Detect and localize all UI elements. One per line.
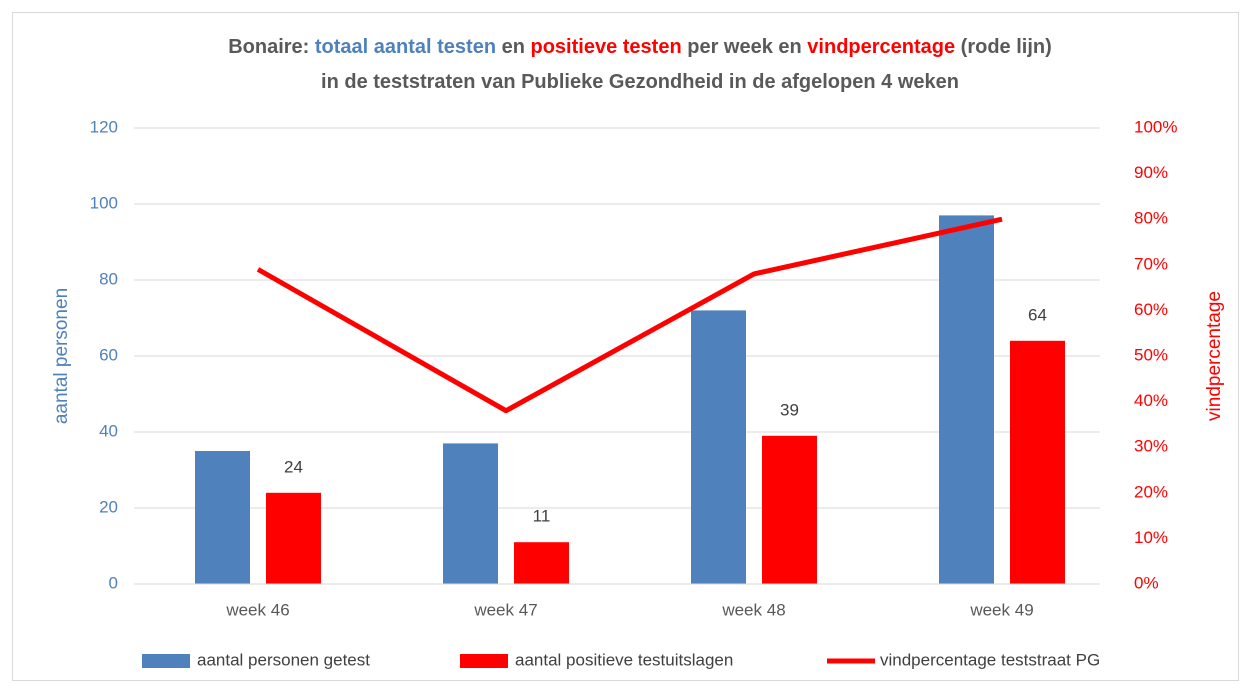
chart-title: in de teststraten van Publieke Gezondhei…: [321, 71, 959, 93]
y2-tick-label: 100%: [1134, 117, 1177, 136]
y2-tick-label: 10%: [1134, 528, 1168, 547]
y2-tick-label: 60%: [1134, 300, 1168, 319]
legend-label: aantal personen getest: [197, 650, 370, 669]
legend-swatch: [142, 654, 190, 668]
y2-tick-label: 30%: [1134, 437, 1168, 456]
legend-swatch: [460, 654, 508, 668]
y-axis-label: aantal personen: [51, 288, 72, 424]
y2-tick-label: 90%: [1134, 163, 1168, 182]
y-tick-label: 80: [99, 269, 118, 288]
y2-tick-label: 80%: [1134, 209, 1168, 228]
title-segment: positieve testen: [531, 36, 682, 58]
title-segment: totaal aantal testen: [315, 36, 496, 58]
legend-label: aantal positieve testuitslagen: [515, 650, 733, 669]
x-tick-label: week 47: [473, 600, 537, 619]
title-segment: Bonaire:: [228, 36, 315, 58]
x-tick-label: week 46: [225, 600, 289, 619]
bar: [443, 443, 498, 584]
y2-tick-label: 50%: [1134, 345, 1168, 364]
y-tick-label: 40: [99, 421, 118, 440]
data-label: 64: [1028, 305, 1047, 324]
line: [256, 216, 1003, 414]
data-label: 24: [284, 457, 303, 476]
title-segment: in de teststraten van Publieke Gezondhei…: [321, 71, 959, 93]
title-segment: per week en: [682, 36, 808, 58]
y2-tick-label: 70%: [1134, 254, 1168, 273]
bar: [691, 310, 746, 584]
y2-tick-label: 0%: [1134, 573, 1159, 592]
y-tick-label: 20: [99, 497, 118, 516]
legend-label: vindpercentage teststraat PG: [880, 650, 1100, 669]
y2-tick-label: 20%: [1134, 482, 1168, 501]
bar: [762, 435, 817, 584]
chart-title: Bonaire: totaal aantal testen en positie…: [228, 36, 1052, 58]
bar: [1010, 340, 1065, 584]
y2-axis-label: vindpercentage: [1204, 291, 1225, 421]
y-tick-label: 0: [109, 573, 118, 592]
data-label: 11: [533, 507, 551, 526]
x-tick-label: week 48: [721, 600, 785, 619]
y2-tick-label: 40%: [1134, 391, 1168, 410]
y-tick-label: 100: [90, 193, 118, 212]
data-label: 39: [780, 400, 799, 419]
title-segment: vindpercentage: [807, 36, 955, 58]
bar: [514, 542, 569, 584]
bar: [939, 215, 994, 584]
y-tick-label: 60: [99, 345, 118, 364]
bar: [195, 451, 250, 584]
y-tick-label: 120: [90, 117, 118, 136]
title-segment: en: [496, 36, 530, 58]
bar: [266, 492, 321, 584]
title-segment: (rode lijn): [955, 36, 1052, 58]
x-tick-label: week 49: [969, 600, 1033, 619]
